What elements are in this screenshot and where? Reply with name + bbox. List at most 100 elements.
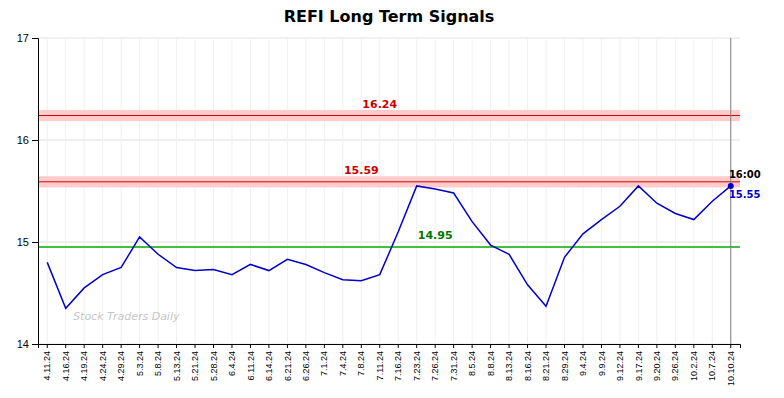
y-axis: 14151617: [17, 32, 39, 350]
x-tick-label: 4.11.24: [42, 351, 52, 380]
x-tick: 5.13.24: [172, 344, 182, 381]
grid-line-x: [195, 38, 196, 344]
grid-line-x: [213, 38, 214, 344]
grid: [38, 38, 740, 344]
x-tick: 5.21.24: [190, 344, 200, 381]
x-tick: 5.8.24: [153, 344, 163, 376]
grid-line-x: [250, 38, 251, 344]
x-tick-mark: [416, 344, 417, 348]
y-tick-mark: [32, 242, 38, 243]
x-tick-mark: [102, 344, 103, 348]
x-tick-label: 9.12.24: [615, 351, 625, 381]
x-tick-label: 7.1.24: [319, 351, 329, 376]
y-tick: 16: [17, 134, 38, 146]
grid-line-x: [693, 38, 694, 344]
x-tick-mark: [453, 344, 454, 348]
grid-line-x: [102, 38, 103, 344]
x-tick-label: 7.8.24: [356, 351, 366, 376]
grid-line-x: [176, 38, 177, 344]
grid-line-x: [490, 38, 491, 344]
x-tick-mark: [287, 344, 288, 348]
x-tick: 6.21.24: [283, 344, 293, 381]
grid-line-x: [564, 38, 565, 344]
x-tick-label: 9.9.24: [597, 351, 607, 376]
x-tick: 9.9.24: [597, 344, 607, 376]
x-tick: 7.4.24: [338, 344, 348, 376]
title: REFI Long Term Signals: [284, 7, 495, 26]
x-tick: 6.14.24: [264, 344, 274, 381]
y-tick-label: 15: [17, 236, 29, 248]
x-tick: 10.10.24: [726, 344, 736, 386]
x-tick-label: 5.13.24: [172, 351, 182, 381]
y-tick-label: 17: [17, 32, 29, 44]
x-tick-label: 6.11.24: [246, 351, 256, 380]
grid-line-x: [342, 38, 343, 344]
x-tick-mark: [675, 344, 676, 348]
x-tick: 4.19.24: [79, 344, 89, 381]
x-tick-mark: [84, 344, 85, 348]
x-tick-mark: [195, 344, 196, 348]
x-tick-label: 5.28.24: [209, 351, 219, 381]
grid-line-x: [268, 38, 269, 344]
annotations: 16.2415.5914.9516:0015.55: [344, 98, 761, 243]
grid-line-x: [619, 38, 620, 344]
y-axis-line: [32, 39, 39, 345]
grid-line-y: [38, 242, 740, 243]
x-tick: 4.29.24: [116, 344, 126, 381]
x-tick-label: 9.4.24: [578, 351, 588, 376]
x-tick-label: 7.4.24: [338, 351, 348, 376]
x-tick-mark: [268, 344, 269, 348]
x-tick-mark: [564, 344, 565, 348]
x-tick-label: 6.21.24: [283, 351, 293, 381]
x-tick: 7.8.24: [356, 344, 366, 376]
x-tick-label: 8.8.24: [486, 351, 496, 376]
x-tick: 9.20.24: [652, 344, 662, 381]
x-tick-label: 7.23.24: [412, 351, 422, 381]
x-tick-label: 6.26.24: [301, 351, 311, 381]
x-tick-mark: [361, 344, 362, 348]
x-tick-label: 10.10.24: [726, 351, 736, 386]
grid-line-y: [38, 38, 740, 39]
x-tick-label: 6.4.24: [227, 351, 237, 376]
x-tick-label: 5.21.24: [190, 351, 200, 381]
watermark: Stock Traders Daily: [73, 310, 180, 323]
x-tick: 4.16.24: [61, 344, 71, 381]
x-tick: 10.7.24: [707, 344, 717, 381]
x-tick-label: 4.19.24: [79, 351, 89, 381]
x-tick: 6.11.24: [246, 344, 256, 380]
x-axis: 4.11.244.16.244.19.244.24.244.29.245.3.2…: [39, 344, 741, 386]
x-tick-mark: [490, 344, 491, 348]
x-tick: 7.1.24: [319, 344, 329, 376]
x-tick-label: 4.24.24: [98, 351, 108, 381]
resistance-band: [38, 176, 740, 187]
x-tick-label: 8.5.24: [467, 351, 477, 376]
plot: 4.11.244.16.244.19.244.24.244.29.245.3.2…: [17, 32, 761, 386]
grid-line-x: [305, 38, 306, 344]
x-tick: 9.4.24: [578, 344, 588, 376]
annotation: 15.59: [344, 164, 379, 177]
annotation: 16.24: [362, 98, 397, 111]
x-tick-label: 4.29.24: [116, 351, 126, 381]
x-tick-label: 8.29.24: [560, 351, 570, 381]
annotation: 16:00: [729, 169, 761, 180]
grid-line-x: [398, 38, 399, 344]
grid-line-x: [231, 38, 232, 344]
y-tick-mark: [32, 140, 38, 141]
x-tick: 6.26.24: [301, 344, 311, 381]
grid-line-x: [158, 38, 159, 344]
x-tick: 8.16.24: [523, 344, 533, 381]
x-tick: 8.29.24: [560, 344, 570, 381]
x-tick-mark: [619, 344, 620, 348]
grid-line-x: [121, 38, 122, 344]
grid-line-x: [361, 38, 362, 344]
y-tick-mark: [32, 38, 38, 39]
grid-line-x: [324, 38, 325, 344]
x-tick: 9.26.24: [670, 344, 680, 381]
grid-line-x: [139, 38, 140, 344]
x-tick-mark: [379, 344, 380, 348]
x-tick-label: 5.8.24: [153, 351, 163, 376]
annotation: 15.55: [729, 189, 761, 200]
grid-line-x: [416, 38, 417, 344]
x-tick-mark: [638, 344, 639, 348]
x-tick-mark: [158, 344, 159, 348]
